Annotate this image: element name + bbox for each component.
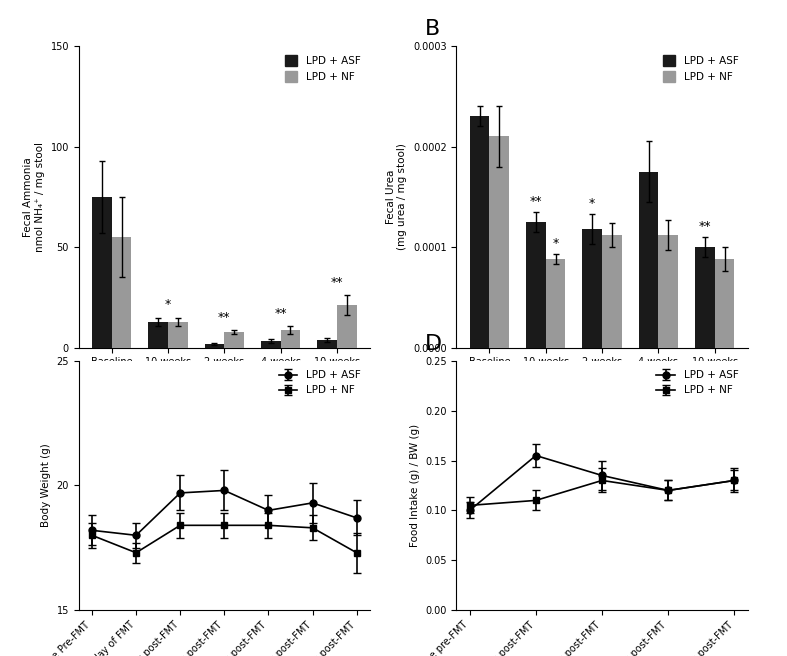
Text: **: ** bbox=[530, 195, 542, 208]
Bar bbox=[261, 340, 281, 348]
Legend: LPD + ASF, LPD + NF: LPD + ASF, LPD + NF bbox=[281, 51, 364, 87]
Bar bbox=[205, 344, 224, 348]
Bar bbox=[317, 340, 337, 348]
Bar bbox=[582, 229, 602, 348]
Text: **: ** bbox=[218, 310, 231, 323]
Text: D: D bbox=[425, 335, 442, 354]
Text: **: ** bbox=[331, 276, 343, 289]
Text: *: * bbox=[589, 197, 595, 210]
Y-axis label: Fecal Ammonia
nmol NH₄⁺ / mg stool: Fecal Ammonia nmol NH₄⁺ / mg stool bbox=[24, 142, 45, 252]
Text: *: * bbox=[164, 298, 171, 312]
Bar bbox=[639, 172, 659, 348]
Bar bbox=[470, 116, 490, 348]
Y-axis label: Fecal Urea
(mg urea / mg stool): Fecal Urea (mg urea / mg stool) bbox=[386, 144, 408, 250]
Text: **: ** bbox=[275, 306, 287, 319]
Bar bbox=[112, 237, 131, 348]
Bar bbox=[337, 306, 357, 348]
Bar bbox=[92, 197, 112, 348]
Bar bbox=[602, 235, 622, 348]
Bar bbox=[224, 331, 244, 348]
Bar bbox=[695, 247, 715, 348]
Bar bbox=[281, 329, 301, 348]
Bar bbox=[490, 136, 509, 348]
Legend: LPD + ASF, LPD + NF: LPD + ASF, LPD + NF bbox=[659, 51, 742, 87]
Legend: LPD + ASF, LPD + NF: LPD + ASF, LPD + NF bbox=[275, 366, 364, 400]
Bar bbox=[526, 222, 545, 348]
Bar bbox=[168, 321, 187, 348]
Text: *: * bbox=[552, 237, 559, 250]
Bar bbox=[659, 235, 678, 348]
Y-axis label: Body Weight (g): Body Weight (g) bbox=[41, 443, 51, 527]
Text: **: ** bbox=[699, 220, 711, 233]
Text: B: B bbox=[425, 20, 440, 39]
Bar bbox=[545, 259, 565, 348]
Bar bbox=[715, 259, 734, 348]
Legend: LPD + ASF, LPD + NF: LPD + ASF, LPD + NF bbox=[652, 366, 742, 400]
Y-axis label: Food Intake (g) / BW (g): Food Intake (g) / BW (g) bbox=[409, 424, 419, 547]
Bar bbox=[148, 321, 168, 348]
